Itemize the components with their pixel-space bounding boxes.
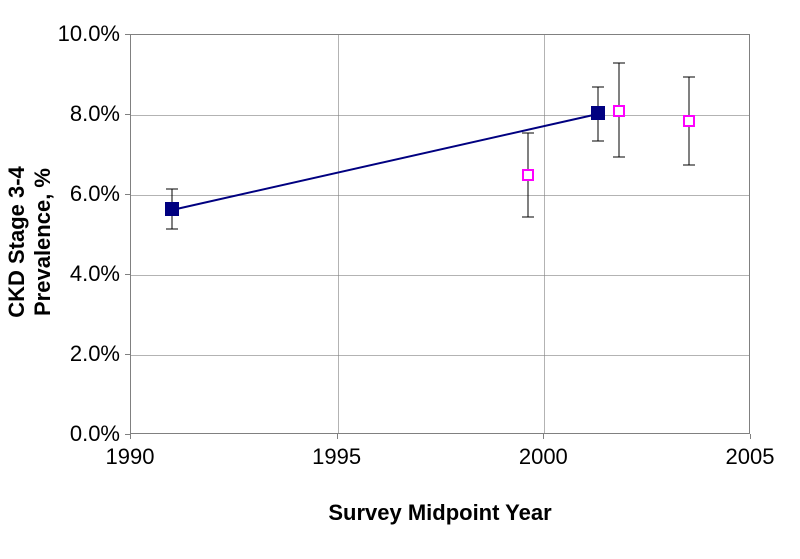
gridline-horizontal bbox=[131, 195, 749, 196]
y-tick-label: 8.0% bbox=[70, 101, 120, 127]
errorbar-cap bbox=[613, 157, 625, 158]
x-tick bbox=[337, 434, 338, 439]
x-tick-label: 2005 bbox=[710, 444, 790, 470]
chart-container: CKD Stage 3-4 Prevalence, % 0.0%2.0%4.0%… bbox=[0, 0, 800, 559]
y-tick bbox=[125, 274, 130, 275]
gridline-horizontal bbox=[131, 115, 749, 116]
data-marker bbox=[522, 169, 534, 181]
errorbar-cap bbox=[683, 77, 695, 78]
errorbar-cap bbox=[166, 189, 178, 190]
y-tick bbox=[125, 194, 130, 195]
errorbar-cap bbox=[522, 133, 534, 134]
errorbar-cap bbox=[522, 217, 534, 218]
y-axis-label: CKD Stage 3-4 Prevalence, % bbox=[4, 112, 56, 372]
data-marker bbox=[165, 202, 179, 216]
errorbar-cap bbox=[613, 63, 625, 64]
y-tick-label: 6.0% bbox=[70, 181, 120, 207]
data-marker bbox=[591, 106, 605, 120]
gridline-horizontal bbox=[131, 275, 749, 276]
y-tick-label: 2.0% bbox=[70, 341, 120, 367]
errorbar-cap bbox=[592, 87, 604, 88]
gridline-vertical bbox=[544, 35, 545, 433]
y-tick bbox=[125, 34, 130, 35]
y-tick bbox=[125, 354, 130, 355]
y-tick-label: 4.0% bbox=[70, 261, 120, 287]
plot-area bbox=[130, 34, 750, 434]
y-tick-label: 10.0% bbox=[58, 21, 120, 47]
x-tick bbox=[543, 434, 544, 439]
x-tick-label: 2000 bbox=[503, 444, 583, 470]
x-axis-label: Survey Midpoint Year bbox=[130, 500, 750, 526]
y-tick bbox=[125, 114, 130, 115]
gridline-vertical bbox=[338, 35, 339, 433]
errorbar-cap bbox=[592, 141, 604, 142]
data-marker bbox=[683, 115, 695, 127]
x-tick bbox=[130, 434, 131, 439]
data-marker bbox=[613, 105, 625, 117]
x-tick-label: 1990 bbox=[90, 444, 170, 470]
x-tick bbox=[750, 434, 751, 439]
errorbar-cap bbox=[166, 229, 178, 230]
gridline-horizontal bbox=[131, 355, 749, 356]
x-tick-label: 1995 bbox=[297, 444, 377, 470]
series-line bbox=[172, 113, 598, 211]
errorbar-cap bbox=[683, 165, 695, 166]
